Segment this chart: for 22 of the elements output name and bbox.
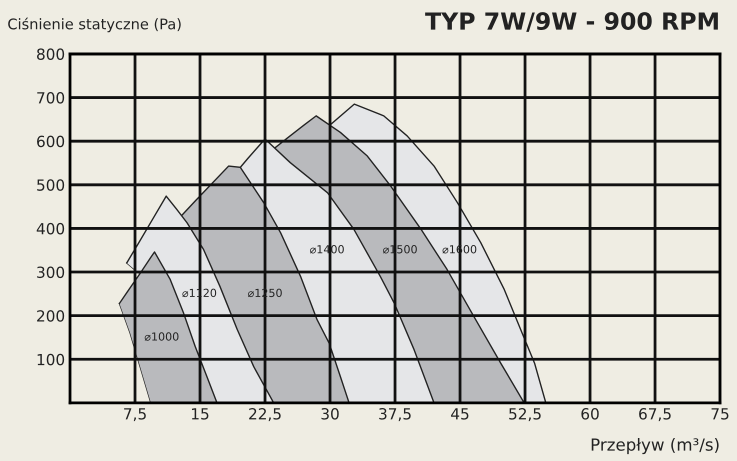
y-tick-label: 600 [37, 136, 64, 148]
x-tick-label: 67,5 [639, 408, 671, 422]
y-tick-label: 200 [37, 310, 64, 322]
x-tick-label: 37,5 [379, 408, 411, 422]
chart-title: TYP 7W/9W - 900 RPM [425, 12, 718, 32]
x-tick-label: 45 [451, 408, 468, 420]
y-tick-label: 400 [36, 222, 64, 234]
x-tick-label: 7,5 [124, 408, 146, 422]
x-axis-title: Przepływ (m³/s) [592, 438, 719, 454]
y-axis-title: Ciśnienie statyczne (Pa) [8, 18, 181, 32]
x-tick-label: 30 [321, 408, 339, 420]
x-tick-label: 22,5 [249, 408, 281, 422]
y-tick-label: 500 [37, 179, 64, 191]
series-label: ⌀1000 [144, 332, 179, 341]
y-tick-label: 700 [37, 92, 64, 104]
y-tick-label: 100 [38, 354, 64, 366]
x-tick-label: 75 [712, 408, 728, 420]
x-tick-label: 60 [581, 408, 599, 420]
y-tick-label: 300 [37, 266, 64, 278]
x-tick-label: 15 [192, 408, 208, 420]
x-tick-label: 52,5 [509, 408, 541, 422]
y-tick-label: 800 [37, 48, 64, 60]
